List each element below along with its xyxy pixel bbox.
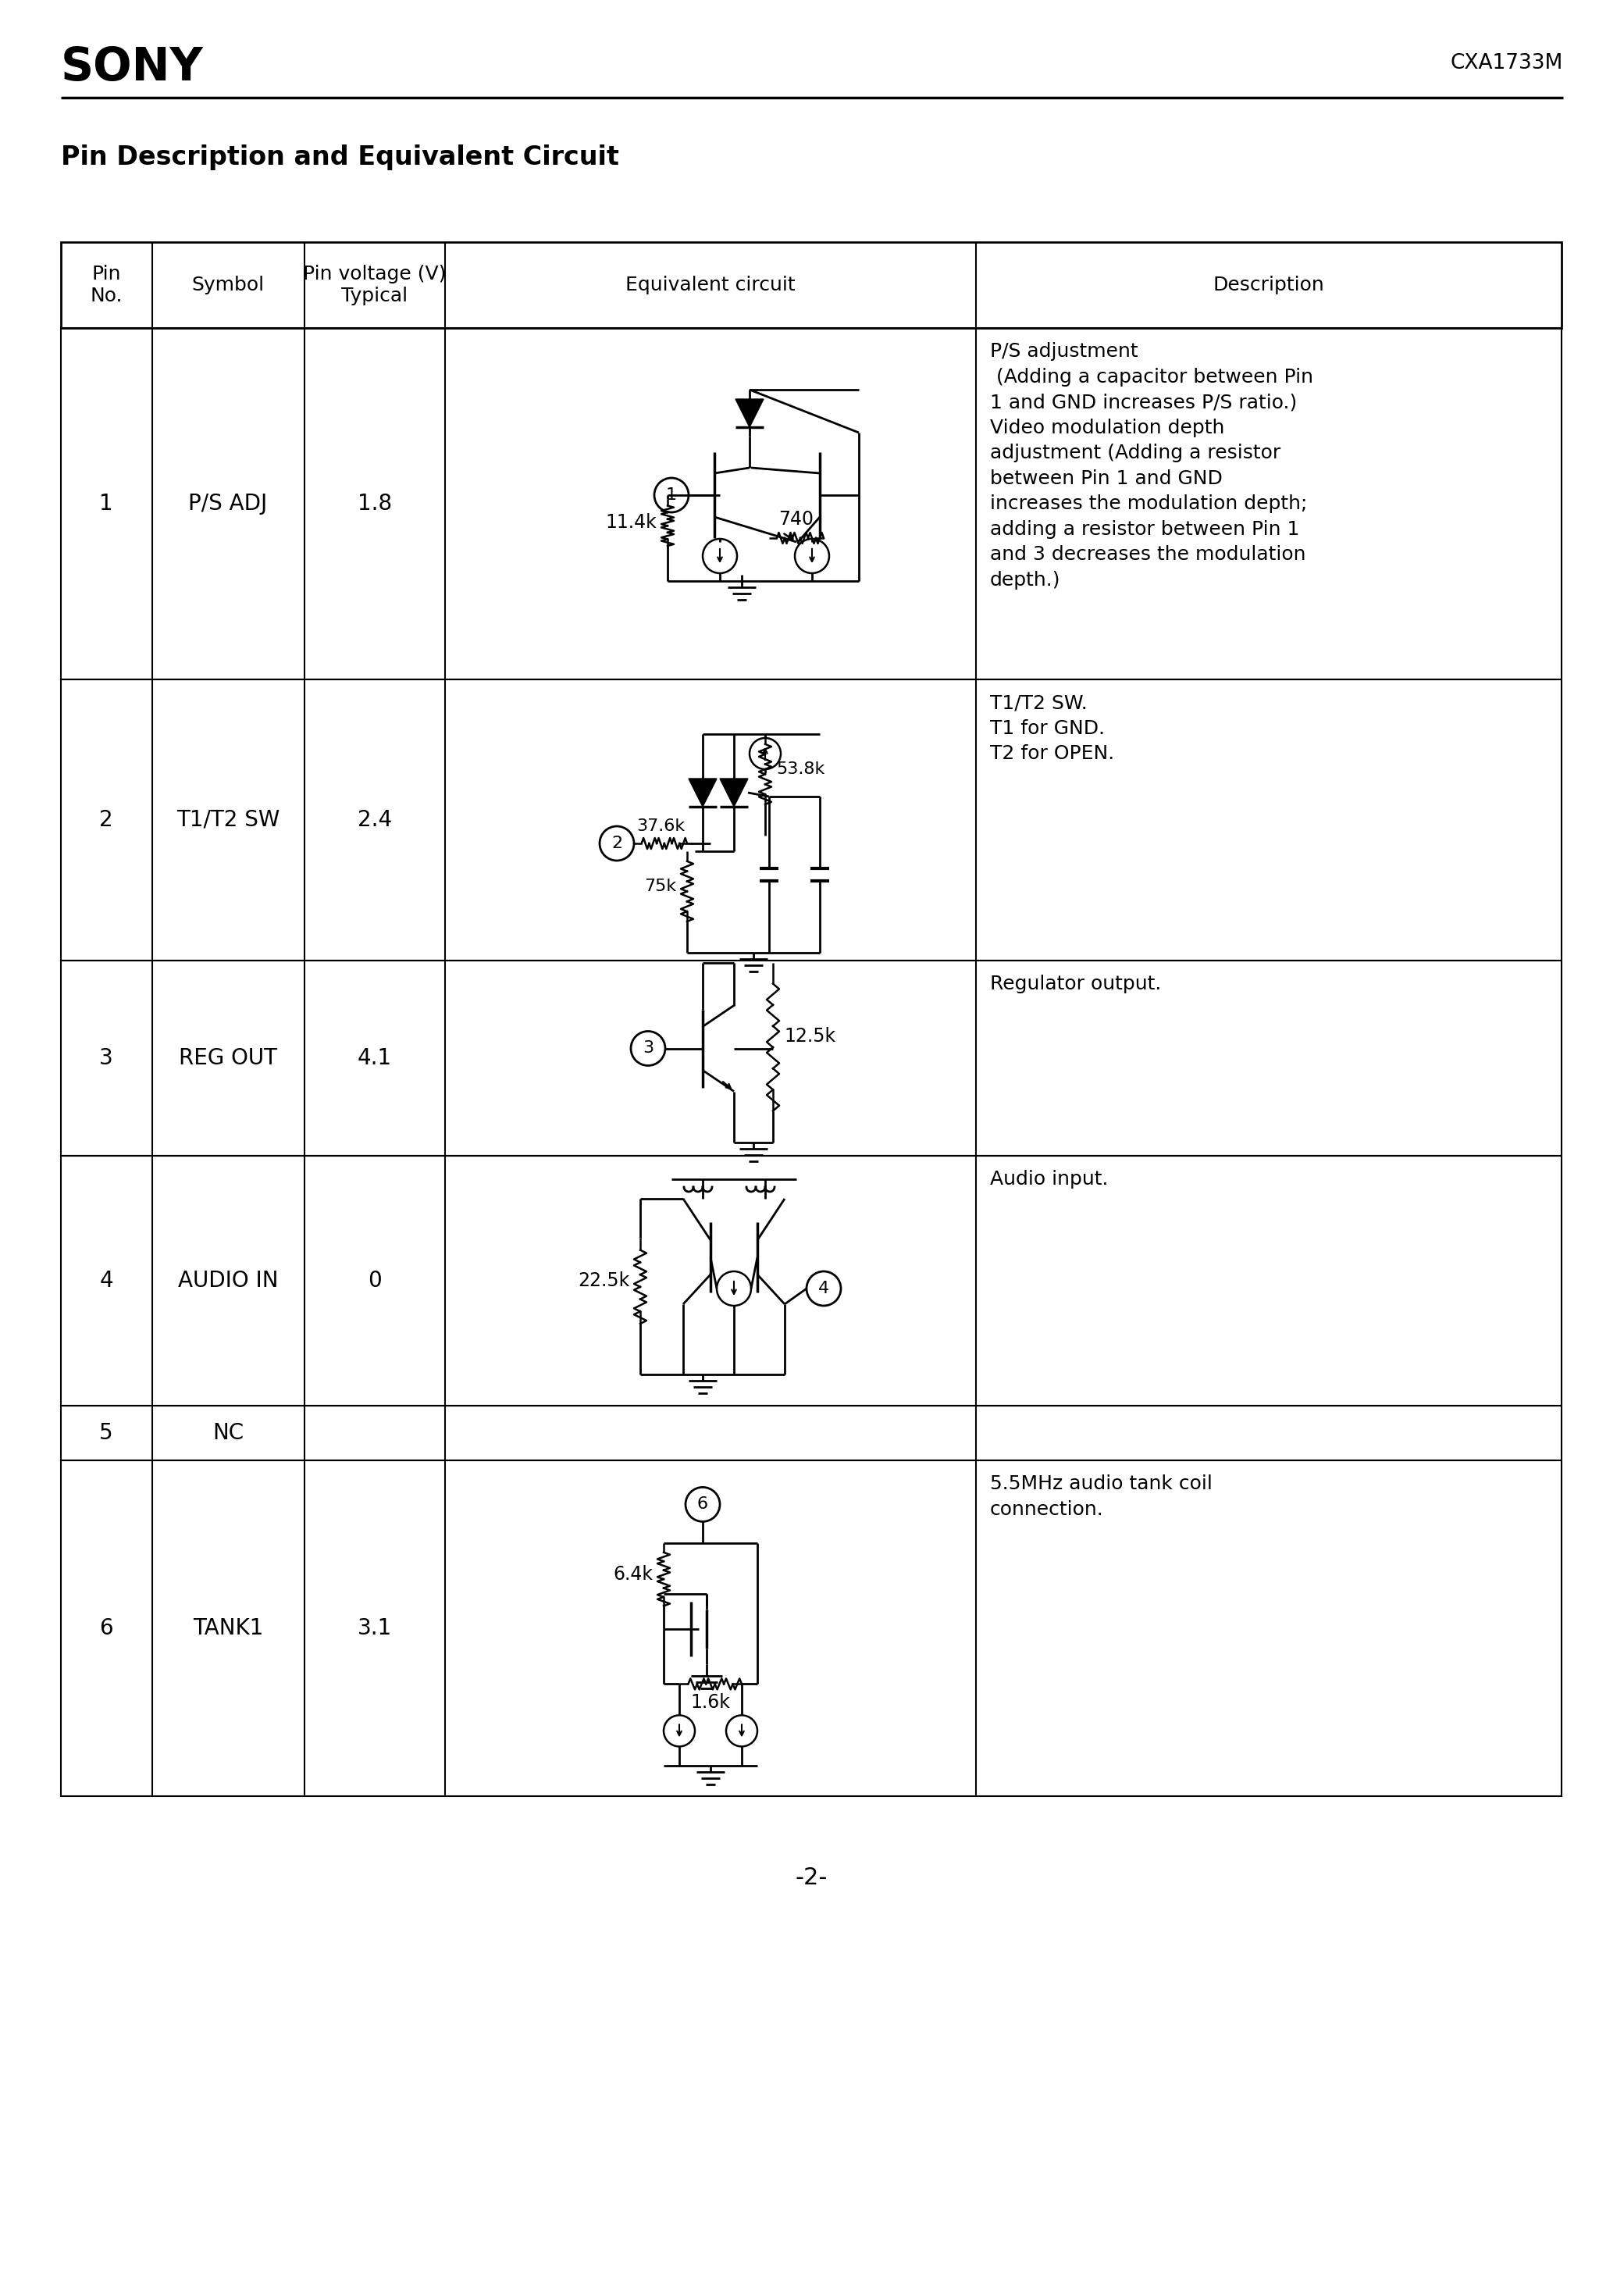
Bar bbox=[62, 241, 1562, 328]
Text: Pin voltage (V)
Typical: Pin voltage (V) Typical bbox=[304, 264, 447, 305]
Text: 2.4: 2.4 bbox=[357, 809, 391, 831]
Text: 6: 6 bbox=[697, 1497, 708, 1513]
Text: 6.4k: 6.4k bbox=[612, 1565, 653, 1583]
Text: 5: 5 bbox=[99, 1421, 114, 1444]
Text: 5.5MHz audio tank coil
connection.: 5.5MHz audio tank coil connection. bbox=[991, 1474, 1213, 1519]
Polygon shape bbox=[689, 779, 716, 806]
Bar bbox=[62, 1406, 1562, 1460]
Text: CXA1733M: CXA1733M bbox=[1450, 52, 1562, 73]
Text: 0: 0 bbox=[369, 1269, 382, 1292]
Text: 4.1: 4.1 bbox=[357, 1048, 391, 1068]
Text: 1: 1 bbox=[99, 492, 114, 515]
Text: Regulator output.: Regulator output. bbox=[991, 975, 1161, 993]
Text: Equivalent circuit: Equivalent circuit bbox=[625, 276, 796, 294]
Text: 4: 4 bbox=[99, 1269, 114, 1292]
Text: Symbol: Symbol bbox=[192, 276, 265, 294]
Text: 3: 3 bbox=[643, 1041, 653, 1057]
Text: REG OUT: REG OUT bbox=[179, 1048, 278, 1068]
Text: 3.1: 3.1 bbox=[357, 1617, 391, 1640]
Bar bbox=[62, 1460, 1562, 1795]
Bar bbox=[62, 679, 1562, 961]
Text: P/S adjustment
 (Adding a capacitor between Pin
1 and GND increases P/S ratio.)
: P/S adjustment (Adding a capacitor betwe… bbox=[991, 342, 1314, 590]
Text: 3: 3 bbox=[99, 1048, 114, 1068]
Text: T1/T2 SW: T1/T2 SW bbox=[177, 809, 279, 831]
Text: 37.6k: 37.6k bbox=[637, 818, 685, 834]
Text: -2-: -2- bbox=[796, 1866, 827, 1888]
Text: TANK1: TANK1 bbox=[193, 1617, 263, 1640]
Text: 75k: 75k bbox=[645, 879, 676, 895]
Bar bbox=[62, 961, 1562, 1155]
Text: AUDIO IN: AUDIO IN bbox=[177, 1269, 278, 1292]
Polygon shape bbox=[736, 399, 763, 428]
Text: 22.5k: 22.5k bbox=[578, 1271, 630, 1289]
Text: Description: Description bbox=[1213, 276, 1325, 294]
Text: SONY: SONY bbox=[62, 46, 203, 89]
Text: 1: 1 bbox=[666, 487, 677, 503]
Text: 6: 6 bbox=[99, 1617, 114, 1640]
Text: P/S ADJ: P/S ADJ bbox=[188, 492, 268, 515]
Text: 1.8: 1.8 bbox=[357, 492, 391, 515]
Text: NC: NC bbox=[213, 1421, 244, 1444]
Text: 11.4k: 11.4k bbox=[606, 513, 656, 531]
Text: 4: 4 bbox=[818, 1280, 830, 1296]
Text: 740: 740 bbox=[780, 510, 814, 528]
Text: Pin
No.: Pin No. bbox=[89, 264, 122, 305]
Text: 1.6k: 1.6k bbox=[690, 1693, 731, 1713]
Polygon shape bbox=[719, 779, 749, 806]
Text: 53.8k: 53.8k bbox=[776, 761, 825, 777]
Text: Pin Description and Equivalent Circuit: Pin Description and Equivalent Circuit bbox=[62, 144, 619, 171]
Text: T1/T2 SW.
T1 for GND.
T2 for OPEN.: T1/T2 SW. T1 for GND. T2 for OPEN. bbox=[991, 693, 1114, 763]
Text: 12.5k: 12.5k bbox=[784, 1027, 835, 1046]
Bar bbox=[62, 1155, 1562, 1406]
Text: Audio input.: Audio input. bbox=[991, 1171, 1108, 1189]
Bar bbox=[62, 328, 1562, 679]
Text: 2: 2 bbox=[99, 809, 114, 831]
Text: 2: 2 bbox=[611, 836, 622, 852]
